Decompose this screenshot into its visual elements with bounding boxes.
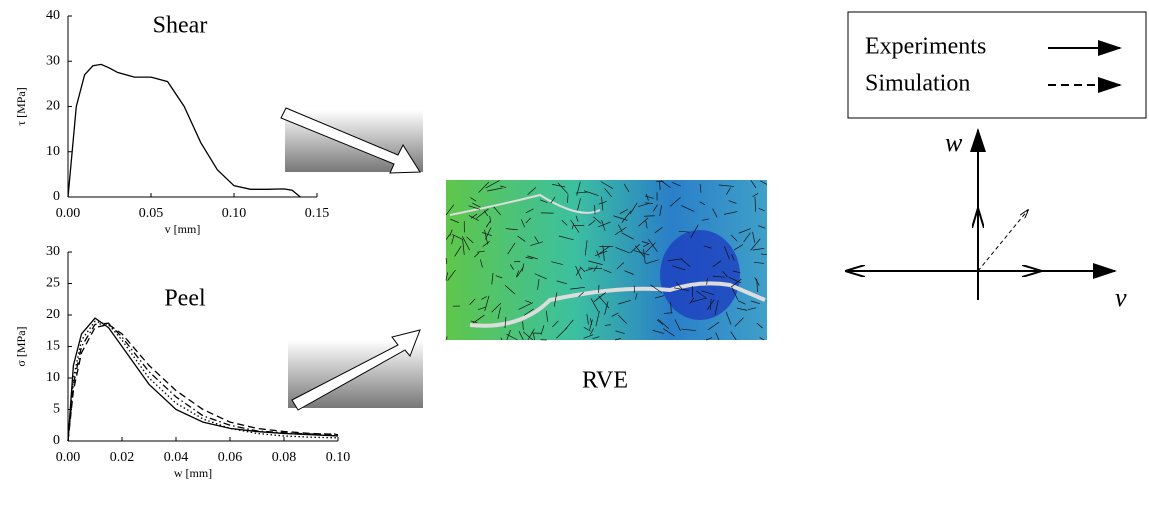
y-tick-label: 5 — [53, 402, 60, 417]
x-tick-label: 0.06 — [218, 450, 243, 465]
x-tick-label: 0.00 — [56, 450, 81, 465]
x-tick-label: 0.04 — [164, 450, 189, 465]
figure: RVE Experiments Simulation w v 0 10 20 30 40… — [0, 0, 1149, 501]
y-tick-label: 30 — [46, 53, 60, 68]
x-axis-label: w [mm] — [174, 466, 212, 480]
x-tick-label: 0.10 — [222, 206, 247, 221]
y-tick-label: 25 — [46, 276, 60, 291]
rve-image — [446, 180, 767, 340]
legend-label: Experiments — [865, 34, 986, 60]
x-tick-label: 0.05 — [139, 206, 164, 221]
x-axis-label: v [mm] — [165, 222, 201, 236]
series-line — [68, 64, 300, 197]
transfer-arrows — [281, 108, 423, 410]
legend: Experiments Simulation — [848, 12, 1146, 118]
mode-diagram: w v — [845, 128, 1127, 312]
y-axis-label: τ [MPa] — [14, 87, 28, 125]
y-tick-label: 30 — [46, 244, 60, 259]
x-tick-label: 0.15 — [305, 206, 330, 221]
y-tick-label: 40 — [46, 8, 60, 23]
x-tick-label: 0.00 — [56, 206, 81, 221]
y-axis-label: σ [MPa] — [14, 326, 28, 366]
y-tick-label: 20 — [46, 307, 60, 322]
x-tick-label: 0.02 — [110, 450, 135, 465]
y-tick-label: 10 — [46, 144, 60, 159]
rve-label: RVE — [582, 368, 628, 394]
y-tick-label: 0 — [53, 433, 60, 448]
axis-label: w — [945, 128, 963, 157]
chart-title: Shear — [153, 13, 208, 39]
y-tick-label: 10 — [46, 370, 60, 385]
y-tick-label: 20 — [46, 99, 60, 114]
x-tick-label: 0.08 — [272, 450, 297, 465]
chart-title: Peel — [164, 286, 206, 312]
legend-label: Simulation — [865, 71, 970, 97]
axis-label: v — [1115, 283, 1127, 312]
y-tick-label: 15 — [46, 339, 60, 354]
y-tick-label: 0 — [53, 189, 60, 204]
x-tick-label: 0.10 — [326, 450, 351, 465]
